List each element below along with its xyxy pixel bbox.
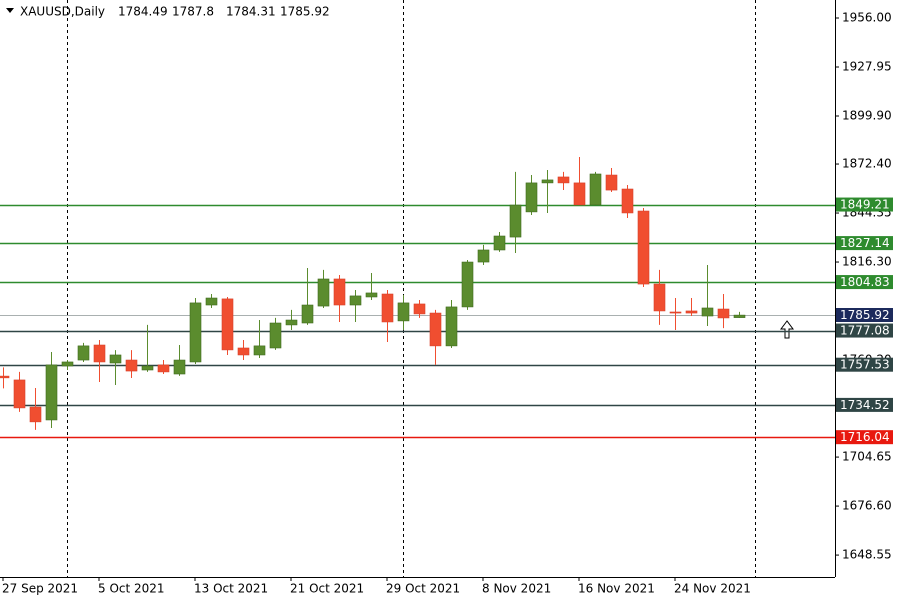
y-tick-label: 1872.40 [842,157,892,171]
candle-body [445,306,458,347]
period-separators [67,0,756,577]
candle-body [717,308,730,319]
x-tick-label: 13 Oct 2021 [194,582,268,596]
candle-body [237,347,250,356]
close-value: 1785.92 [280,5,330,19]
candle-body [173,359,186,375]
candle-body [221,298,234,351]
arrow-icon [780,320,794,339]
candle-body [349,295,362,306]
candle-body [605,174,618,191]
level-label: 1757.53 [840,358,890,372]
candle-body [429,312,442,347]
candle-body [157,364,170,373]
candle-body [573,182,586,206]
x-tick-label: 8 Nov 2021 [482,582,551,596]
ohlc-header: 1784.49 1787.8 1784.31 1785.92 [118,5,330,19]
candle-body [93,344,106,363]
candle-body [701,307,714,317]
candle-body [77,345,90,361]
level-label-bg [836,197,893,212]
x-tick-label: 27 Sep 2021 [2,582,78,596]
candle-body [493,235,506,251]
candle-body [0,375,10,379]
y-tick-label: 1676.60 [842,499,892,513]
level-label: 1827.14 [840,236,890,250]
y-tick-label: 1956.00 [842,10,892,24]
x-tick-label: 21 Oct 2021 [290,582,364,596]
candle-body [301,304,314,324]
y-tick-label: 1816.30 [842,255,892,269]
candle-body [61,361,74,367]
y-tick-label: 1648.55 [842,548,892,562]
candle-body [461,261,474,308]
candle-body [141,365,154,371]
candle-body [45,364,58,421]
candle-body [589,173,602,206]
candle-body [413,303,426,315]
low-value: 1784.31 [226,5,276,19]
y-tick-label: 1927.95 [842,59,892,73]
level-label: 1716.04 [840,430,890,444]
x-tick-label: 16 Nov 2021 [578,582,655,596]
candle-body [637,210,650,285]
x-tick-label: 29 Oct 2021 [386,582,460,596]
level-label-bg [836,323,893,338]
level-label-bg [836,397,893,412]
level-label: 1849.21 [840,198,890,212]
candle-body [653,283,666,312]
level-label-bg [836,430,893,445]
candle-body [621,188,634,214]
y-tick-label: 1899.90 [842,108,892,122]
candle-body [733,314,746,318]
level-label: 1734.52 [840,398,890,412]
candle-body [29,406,42,423]
candle-body [509,204,522,238]
candle-body [253,345,266,356]
level-label: 1777.08 [840,324,890,338]
x-tick-label: 5 Oct 2021 [98,582,165,596]
candle-body [269,322,282,349]
candle-body [381,293,394,323]
candle-body [205,297,218,306]
candle-body [397,302,410,322]
candle-body [541,179,554,184]
level-label: 1804.83 [840,275,890,289]
candle-body [477,249,490,263]
high-value: 1787.8 [172,5,214,19]
candle-body [365,292,378,298]
level-label-bg [836,236,893,251]
candle-body [189,302,202,363]
candle-body [317,278,330,307]
x-tick-label: 24 Nov 2021 [674,582,751,596]
y-tick-label: 1704.65 [842,450,892,464]
candle-body [525,182,538,213]
candle-body [109,354,122,364]
level-label-bg [836,357,893,372]
menu-triangle[interactable] [6,8,14,13]
candle-body [13,379,26,409]
level-label-bg [836,275,893,290]
candle-body [685,310,698,314]
candle-body [557,176,570,184]
symbol: XAUUSD,Daily [20,5,105,19]
candle-body [669,311,682,314]
candle-body [125,359,138,372]
price-label-bg [836,308,893,322]
candle-body [285,319,298,326]
open-value: 1784.49 [118,5,168,19]
price-label: 1785.92 [840,308,890,322]
candle-body [333,278,346,306]
